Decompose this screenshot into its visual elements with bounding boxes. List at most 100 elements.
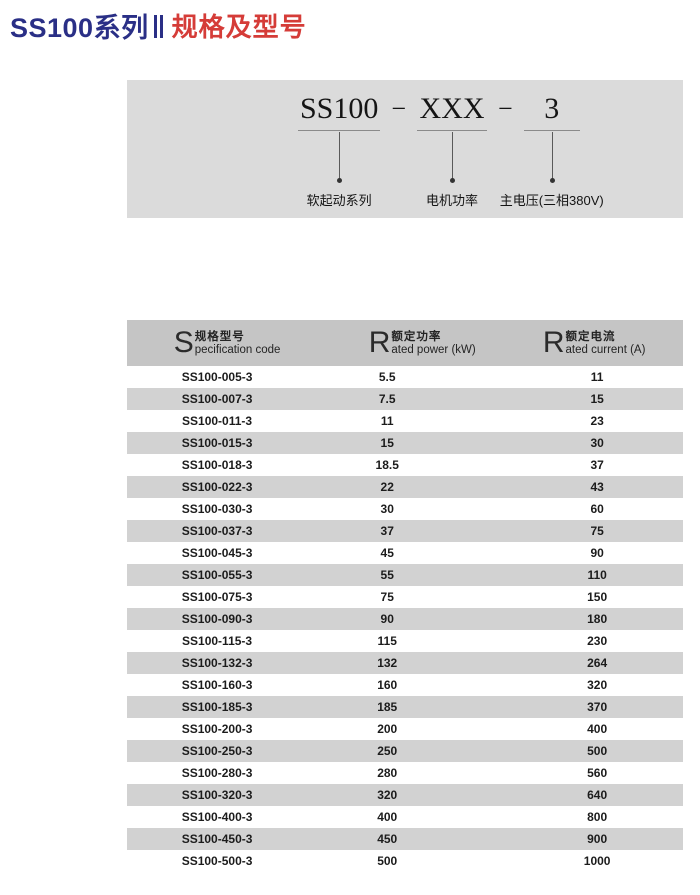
table-cell: 370 [587, 700, 608, 714]
table-cell: 75 [380, 590, 394, 604]
table-row: SS100-055-3 55 110 [127, 564, 683, 586]
table-cell: SS100-090-3 [181, 612, 253, 626]
table-cell: 400 [587, 722, 608, 736]
table-cell: 500 [587, 744, 608, 758]
column-header-specification-code: S 规格型号 pecification code [137, 328, 317, 358]
table-cell: 37 [590, 458, 604, 472]
table-cell: 900 [587, 832, 608, 846]
column-header-rated-power: R 额定功率 ated power (kW) [332, 326, 512, 359]
table-cell: SS100-200-3 [181, 722, 253, 736]
table-row: SS100-045-3 45 90 [127, 542, 683, 564]
table-cell: 264 [587, 656, 608, 670]
table-cell: 320 [377, 788, 398, 802]
table-cell: 280 [377, 766, 398, 780]
table-cell: 75 [590, 524, 604, 538]
table-cell: SS100-400-3 [181, 810, 253, 824]
model-segment-label: 主电压(三相380V) [499, 193, 604, 208]
table-cell: 320 [587, 678, 608, 692]
table-row: SS100-018-3 18.5 37 [127, 454, 683, 476]
table-row: SS100-280-3 280 560 [127, 762, 683, 784]
table-cell: SS100-450-3 [181, 832, 253, 846]
table-row: SS100-005-3 5.5 11 [127, 366, 683, 388]
table-cell: 160 [377, 678, 398, 692]
table-row: SS100-115-3 115 230 [127, 630, 683, 652]
model-segment-label: 电机功率 [426, 193, 479, 208]
column-header-dropcap: R [368, 326, 391, 359]
connector-line [551, 132, 553, 180]
model-segment-text: XXX [417, 90, 488, 131]
table-cell: 15 [590, 392, 604, 406]
table-row: SS100-022-3 22 43 [127, 476, 683, 498]
model-segment: 3 主电压(三相380V) [500, 90, 604, 208]
column-header-en: ated power (kW) [391, 343, 476, 356]
table-cell: 1000 [583, 854, 611, 868]
table-cell: 45 [380, 546, 394, 560]
table-cell: 55 [380, 568, 394, 582]
table-cell: 500 [377, 854, 398, 868]
table-cell: 230 [587, 634, 608, 648]
model-code-separator: − [498, 94, 513, 123]
table-cell: 30 [380, 502, 394, 516]
page-title: SS100系列 规格及型号 [10, 6, 307, 45]
table-cell: 22 [380, 480, 394, 494]
table-row: SS100-075-3 75 150 [127, 586, 683, 608]
table-cell: 180 [587, 612, 608, 626]
table-row: SS100-200-3 200 400 [127, 718, 683, 740]
column-header-cn: 额定功率 [391, 330, 442, 343]
column-header-cn: 额定电流 [565, 330, 616, 343]
table-cell: 15 [380, 436, 394, 450]
table-cell: 43 [590, 480, 604, 494]
table-cell: 90 [380, 612, 394, 626]
table-cell: 450 [377, 832, 398, 846]
table-cell: SS100-005-3 [181, 370, 253, 384]
table-cell: 132 [377, 656, 398, 670]
connector-dot [549, 178, 555, 183]
table-cell: 400 [377, 810, 398, 824]
table-cell: 37 [380, 524, 394, 538]
column-header-cn: 规格型号 [194, 330, 245, 343]
model-segment-text: SS100 [298, 90, 381, 131]
table-row: SS100-400-3 400 800 [127, 806, 683, 828]
table-cell: SS100-037-3 [181, 524, 253, 538]
table-cell: SS100-015-3 [181, 436, 253, 450]
table-row: SS100-450-3 450 900 [127, 828, 683, 850]
section-title: 规格及型号 [171, 12, 307, 42]
connector-line [452, 132, 454, 180]
model-segment: SS100 软起动系列 [298, 90, 381, 208]
table-cell: 60 [590, 502, 604, 516]
table-cell: SS100-045-3 [181, 546, 253, 560]
table-cell: SS100-280-3 [181, 766, 253, 780]
table-row: SS100-030-3 30 60 [127, 498, 683, 520]
table-row: SS100-007-3 7.5 15 [127, 388, 683, 410]
title-separator-bars [153, 15, 163, 38]
table-body: SS100-005-3 5.5 11 SS100-007-3 7.5 15 SS100-01… [127, 366, 683, 872]
table-cell: SS100-160-3 [181, 678, 253, 692]
table-row: SS100-015-3 15 30 [127, 432, 683, 454]
table-row: SS100-500-3 500 1000 [127, 850, 683, 872]
table-header-row: S 规格型号 pecification code R 额定功率 ated pow… [127, 320, 683, 366]
model-segment-text: 3 [523, 90, 580, 131]
table-cell: 11 [590, 370, 604, 384]
model-code-row: SS100 软起动系列 − XXX 电机功率 −3 主电压(三相380V) [298, 90, 604, 208]
model-code-separator: − [391, 94, 407, 123]
series-title: SS100系列 [10, 13, 149, 43]
table-cell: 7.5 [378, 392, 396, 406]
table-cell: 560 [587, 766, 608, 780]
table-cell: SS100-132-3 [181, 656, 253, 670]
table-cell: SS100-075-3 [181, 590, 253, 604]
column-header-en: ated current (A) [565, 343, 646, 356]
table-cell: SS100-250-3 [181, 744, 253, 758]
specification-table: S 规格型号 pecification code R 额定功率 ated pow… [127, 320, 683, 872]
table-cell: 115 [377, 634, 397, 648]
column-header-en: pecification code [194, 343, 281, 356]
table-cell: SS100-018-3 [181, 458, 253, 472]
table-row: SS100-132-3 132 264 [127, 652, 683, 674]
table-cell: 30 [590, 436, 604, 450]
table-cell: SS100-030-3 [181, 502, 253, 516]
model-segment-label: 软起动系列 [306, 193, 372, 208]
table-cell: 5.5 [378, 370, 396, 384]
table-row: SS100-250-3 250 500 [127, 740, 683, 762]
table-cell: 110 [587, 568, 607, 582]
model-segment: XXX 电机功率 [417, 90, 488, 208]
